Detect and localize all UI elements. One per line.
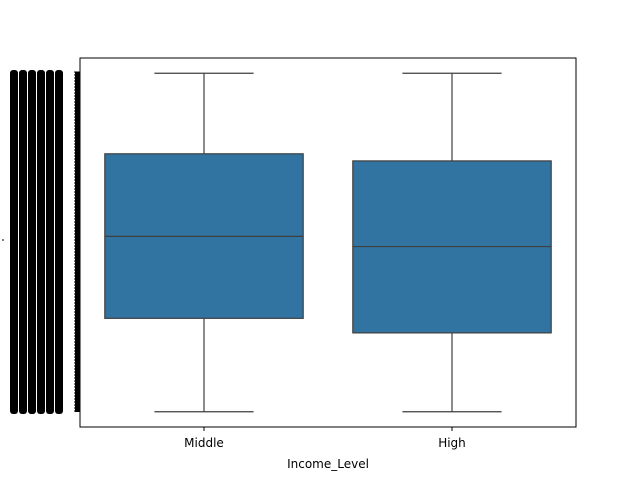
plot-area	[104, 72, 552, 413]
y-tick-label-blob-0	[10, 70, 18, 414]
y-tick-label-blob-3	[37, 70, 45, 414]
y-tick-label-blob-2	[28, 70, 36, 414]
y-tick-dense-band	[75, 72, 80, 412]
x-tick-label-high: High	[438, 436, 466, 450]
x-tick-label-middle: Middle	[184, 436, 224, 450]
y-tick-label-blob-1	[19, 70, 27, 414]
x-axis-title: Income_Level	[287, 457, 369, 471]
box-high	[352, 72, 552, 413]
y-tick-label-blob-5	[55, 70, 63, 414]
axes-frame	[79, 57, 577, 428]
y-axis-tick-marks	[2, 70, 80, 414]
x-axis: Middle High	[184, 427, 466, 450]
box-middle	[104, 72, 304, 413]
y-tick-label-blob-4	[46, 70, 54, 414]
